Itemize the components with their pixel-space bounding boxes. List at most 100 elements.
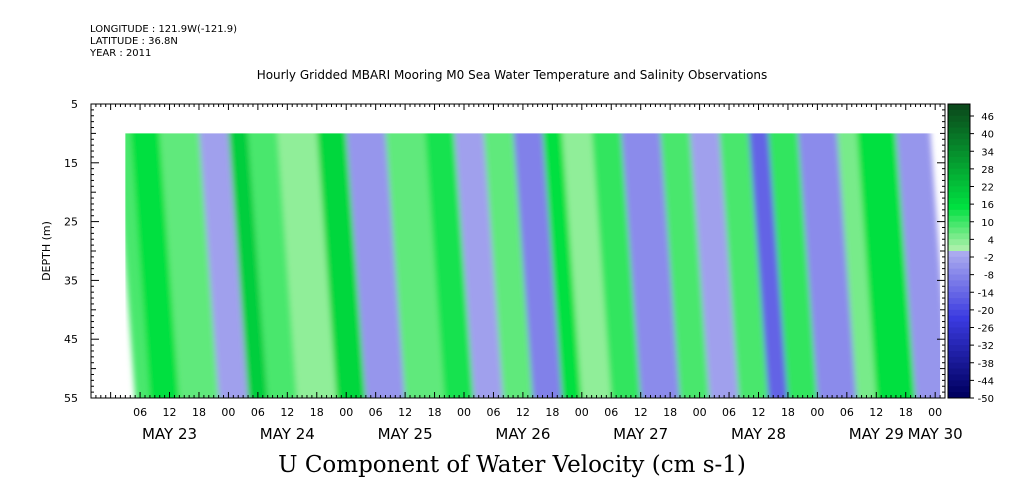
colorbar-swatch bbox=[948, 362, 970, 369]
colorbar-swatch bbox=[948, 286, 970, 293]
heatmap-band bbox=[719, 133, 769, 398]
y-axis-label: DEPTH (m) bbox=[40, 221, 53, 281]
x-hour-tick-label: 00 bbox=[457, 406, 471, 419]
colorbar-tick-label: 34 bbox=[981, 147, 994, 158]
x-hour-tick-label: 06 bbox=[486, 406, 500, 419]
x-hour-tick-label: 18 bbox=[663, 406, 677, 419]
x-hour-tick-label: 12 bbox=[516, 406, 530, 419]
colorbar-swatch bbox=[948, 162, 970, 170]
heatmap-band bbox=[248, 133, 298, 398]
colorbar-tick-label: 28 bbox=[981, 165, 994, 176]
heatmap-band bbox=[591, 133, 641, 398]
x-hour-tick-label: 12 bbox=[280, 406, 294, 419]
x-day-label: MAY 29 bbox=[849, 425, 904, 443]
colorbar-swatch bbox=[948, 333, 970, 340]
colorbar-tick-label: -38 bbox=[978, 359, 994, 370]
colorbar-tick-label: -8 bbox=[984, 271, 994, 282]
y-tick-label: 55 bbox=[64, 392, 78, 405]
colorbar-tick-label: -20 bbox=[978, 306, 994, 317]
heatmap-band bbox=[562, 133, 612, 398]
x-hour-tick-label: 12 bbox=[398, 406, 412, 419]
heatmap-band bbox=[228, 133, 268, 398]
y-tick-label: 5 bbox=[71, 98, 78, 111]
colorbar-tick-label: 40 bbox=[981, 130, 994, 141]
heatmap-band bbox=[542, 133, 582, 398]
x-day-label: MAY 23 bbox=[142, 425, 197, 443]
colorbar-swatch bbox=[948, 298, 970, 305]
x-hour-tick-label: 06 bbox=[369, 406, 383, 419]
metadata-block: LONGITUDE : 121.9W(-121.9) LATITUDE : 36… bbox=[90, 24, 237, 60]
colorbar-tick-label: -50 bbox=[978, 394, 994, 405]
colorbar-tick-label: -14 bbox=[978, 288, 994, 299]
heatmap-band bbox=[768, 133, 818, 398]
colorbar-swatch bbox=[948, 186, 970, 193]
colorbar-swatch bbox=[948, 109, 970, 117]
heatmap-band bbox=[159, 133, 219, 398]
colorbar-swatch bbox=[948, 280, 970, 287]
colorbar-swatch bbox=[948, 151, 970, 158]
x-hour-tick-label: 00 bbox=[693, 406, 707, 419]
longitude-label: LONGITUDE : 121.9W(-121.9) bbox=[90, 24, 237, 35]
x-hour-tick-label: 06 bbox=[722, 406, 736, 419]
x-hour-tick-label: 12 bbox=[751, 406, 765, 419]
heatmap-band bbox=[130, 133, 180, 398]
x-hour-tick-label: 12 bbox=[869, 406, 883, 419]
colorbar-swatch bbox=[948, 133, 970, 140]
colorbar-swatch bbox=[948, 309, 970, 317]
colorbar-swatch bbox=[948, 251, 970, 258]
colorbar-tick-label: 46 bbox=[981, 112, 994, 123]
colorbar-swatch bbox=[948, 292, 970, 299]
colorbar-tick-label: 4 bbox=[988, 235, 994, 246]
x-hour-tick-label: 12 bbox=[163, 406, 177, 419]
heatmap-band bbox=[748, 133, 788, 398]
colorbar-swatch bbox=[948, 274, 970, 281]
colorbar-swatch bbox=[948, 145, 970, 152]
colorbar-swatch bbox=[948, 221, 970, 228]
x-day-label: MAY 24 bbox=[260, 425, 315, 443]
colorbar-swatch bbox=[948, 127, 970, 134]
colorbar-tick-label: -26 bbox=[978, 324, 994, 335]
colorbar-swatch bbox=[948, 104, 970, 111]
colorbar-tick-label: 10 bbox=[981, 218, 994, 229]
colorbar-swatch bbox=[948, 262, 970, 270]
heatmap-band bbox=[316, 133, 366, 398]
colorbar: 46 40 34 28 22 16 10 4 -2 -8 -14 -20 -26 -32 -38 -44 -50 bbox=[947, 103, 994, 405]
y-tick-label: 35 bbox=[64, 274, 78, 287]
colorbar-swatch bbox=[948, 368, 970, 375]
latitude-label: LATITUDE : 36.8N bbox=[90, 36, 178, 47]
y-tick-label: 25 bbox=[64, 216, 78, 229]
colorbar-swatch bbox=[948, 239, 970, 246]
chart: 06 12 18 00 06 12 18 00 06 12 18 00 06 12 18 00 06 12 18 00… bbox=[40, 98, 994, 443]
heatmap-band bbox=[689, 133, 739, 398]
colorbar-swatch bbox=[948, 321, 970, 328]
colorbar-swatch bbox=[948, 327, 970, 334]
heatmap-band bbox=[621, 133, 680, 398]
x-hour-tick-label: 06 bbox=[251, 406, 265, 419]
x-hour-tick-label: 18 bbox=[899, 406, 913, 419]
variable-title: U Component of Water Velocity (cm s-1) bbox=[278, 452, 746, 478]
x-day-label: MAY 27 bbox=[613, 425, 668, 443]
colorbar-swatch bbox=[948, 227, 970, 234]
y-tick-label: 45 bbox=[64, 333, 78, 346]
x-hour-tick-label: 18 bbox=[428, 406, 442, 419]
heatmap-band bbox=[454, 133, 504, 398]
colorbar-swatch bbox=[948, 339, 970, 346]
heatmap-band bbox=[513, 133, 563, 398]
heatmap-field bbox=[91, 104, 945, 398]
colorbar-tick-label: -2 bbox=[984, 253, 994, 264]
x-hour-tick-label: 00 bbox=[575, 406, 589, 419]
colorbar-swatch bbox=[948, 180, 970, 187]
colorbar-swatch bbox=[948, 356, 970, 364]
heatmap-band bbox=[385, 133, 445, 398]
x-hour-tick-label: 00 bbox=[221, 406, 235, 419]
colorbar-swatch bbox=[948, 198, 970, 205]
x-hour-tick-label: 12 bbox=[634, 406, 648, 419]
x-day-label: MAY 30 bbox=[908, 425, 963, 443]
year-label: YEAR : 2011 bbox=[90, 48, 152, 59]
colorbar-swatch bbox=[948, 303, 970, 311]
colorbar-swatch bbox=[948, 192, 970, 199]
x-hour-tick-label: 06 bbox=[840, 406, 854, 419]
x-hour-tick-label: 00 bbox=[928, 406, 942, 419]
colorbar-tick-label: -32 bbox=[978, 341, 994, 352]
x-hour-tick-label: 18 bbox=[545, 406, 559, 419]
